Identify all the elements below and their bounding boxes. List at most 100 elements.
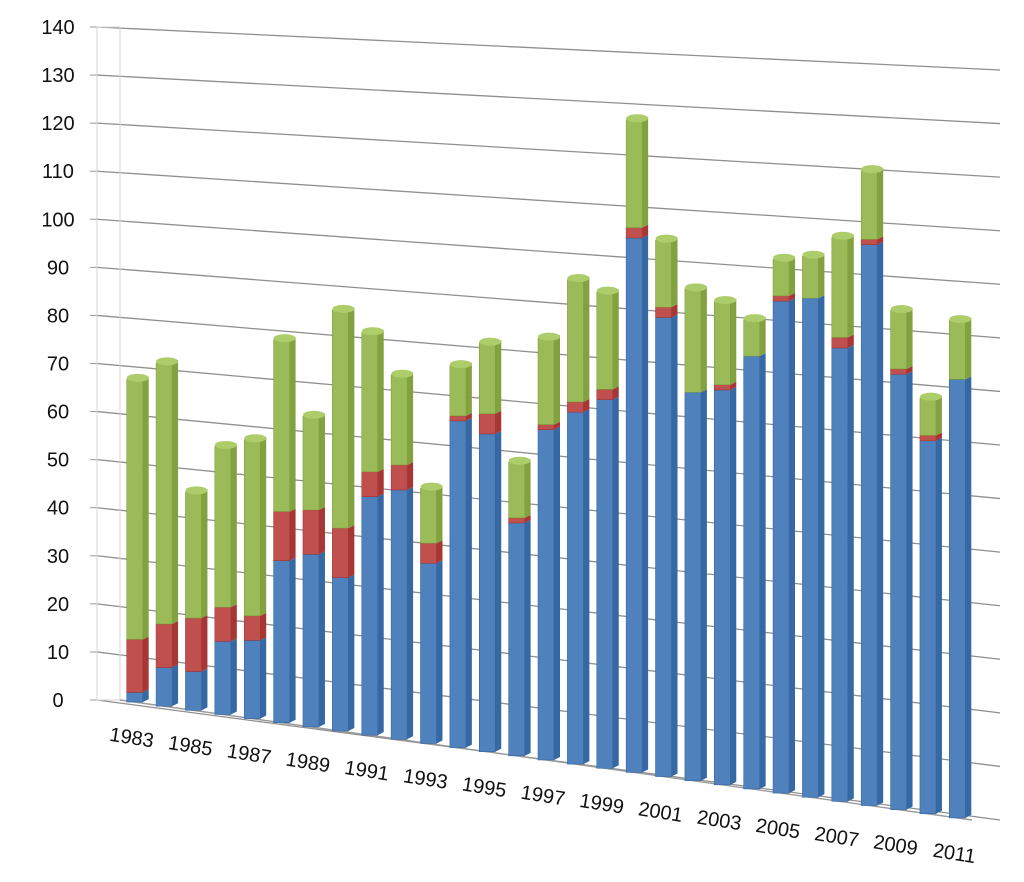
- bar-2005-series-3-side: [789, 256, 796, 296]
- bar-1994-series-2-side: [465, 412, 472, 421]
- bar-1991-series-1: [361, 496, 378, 736]
- bar-2008-series-3-side: [877, 167, 884, 240]
- bar-1984-series-3-side: [172, 359, 179, 625]
- bar-2008-series-2-side: [877, 236, 884, 245]
- bar-1986-series-3-side: [230, 443, 237, 608]
- bar-1992-series-1-side: [407, 486, 414, 740]
- bar-2001-series-3: [655, 239, 672, 308]
- bar-2002-series-3-side: [700, 285, 707, 393]
- bar-1993-series-1: [420, 562, 437, 744]
- bar-2005-cap: [773, 253, 796, 262]
- bar-1998-series-3: [567, 279, 584, 403]
- x-tick-label: 1991: [343, 757, 390, 786]
- bar-1984-series-1: [155, 667, 173, 707]
- bar-1989-series-1: [302, 554, 320, 728]
- bar-2011-series-3: [949, 320, 966, 380]
- bar-2004-series-1: [743, 355, 760, 790]
- bar-2001-series-1-side: [671, 314, 678, 777]
- bar-2001-series-3-side: [671, 237, 678, 308]
- bar-2001-cap: [655, 234, 678, 243]
- bar-1995-series-2: [478, 413, 496, 435]
- bar-2010-series-1: [919, 440, 937, 815]
- bar-2005-series-2: [772, 295, 790, 302]
- bar-1983-series-3-side: [142, 376, 149, 640]
- x-tick-label: 1993: [402, 765, 449, 794]
- bar-1999-series-1: [596, 399, 614, 769]
- bar-1993-series-2: [420, 542, 437, 564]
- bar-1995-series-3: [478, 342, 496, 415]
- bar-2009-series-3: [890, 310, 907, 370]
- bar-2006-series-3: [802, 255, 819, 299]
- bar-1997-series-3-side: [554, 335, 560, 425]
- bar-1998-series-3-side: [583, 276, 590, 402]
- bar-1992-cap: [391, 369, 414, 378]
- bar-1995-series-1: [478, 433, 496, 752]
- x-tick-label: 1989: [284, 749, 331, 778]
- bar-2006-cap: [802, 250, 825, 259]
- bar-1990-series-2: [332, 527, 349, 578]
- bar-1987-series-1: [243, 640, 261, 719]
- bar-1991-series-3-side: [377, 329, 384, 472]
- bar-2005-series-1: [772, 300, 790, 794]
- bar-2009-series-3-side: [906, 307, 913, 369]
- gridline: [96, 122, 1001, 178]
- bar-1993-series-3: [420, 487, 437, 544]
- bar-1995-series-3-side: [495, 340, 502, 414]
- bar-1991-series-2: [361, 471, 378, 497]
- x-tick-label: 1995: [460, 773, 507, 802]
- bar-2009-cap: [890, 305, 913, 314]
- bar-2002-series-1-side: [700, 389, 707, 781]
- bar-1984-series-2: [155, 623, 173, 668]
- bar-1990-series-1-side: [348, 574, 355, 732]
- bar-2001-series-2-side: [671, 304, 678, 318]
- bar-1995-series-2-side: [495, 410, 502, 434]
- x-tick-label: 2003: [696, 807, 743, 836]
- bar-1994-series-1-side: [465, 417, 472, 748]
- bar-1996-series-3-side: [524, 459, 531, 518]
- x-tick-label: 2011: [931, 840, 977, 868]
- bar-1984-series-3: [155, 362, 173, 625]
- bar-2005-series-3: [772, 258, 790, 297]
- bar-1988-series-3: [273, 339, 290, 512]
- bar-1999-series-2-side: [612, 386, 619, 400]
- bar-2007-series-2-side: [847, 334, 854, 349]
- bar-1997-series-1-side: [554, 426, 560, 760]
- bar-1988-cap: [273, 334, 296, 343]
- bar-1998-series-2: [567, 401, 584, 413]
- bar-1997-series-2-side: [554, 421, 560, 430]
- y-tick-label: 0: [52, 690, 63, 712]
- bar-1986-series-2: [214, 607, 232, 642]
- bar-1983-series-2-side: [142, 636, 149, 693]
- bar-2006-series-1-side: [818, 295, 825, 798]
- bar-1990-series-1: [332, 577, 349, 732]
- bar-1996-series-1: [508, 522, 525, 757]
- bar-1987-series-1-side: [260, 637, 267, 719]
- bar-1984-series-2-side: [172, 621, 179, 668]
- x-tick-label: 1983: [108, 724, 155, 753]
- bar-1996-series-3: [508, 461, 525, 519]
- bar-2002-series-1: [684, 392, 702, 781]
- bar-1984-series-1-side: [172, 664, 179, 707]
- bar-1998-cap: [567, 274, 590, 283]
- bar-1994-series-3-side: [465, 362, 472, 416]
- bar-2003-series-3: [714, 301, 731, 385]
- bar-1999-series-3-side: [612, 289, 619, 390]
- bar-1999-series-1-side: [612, 396, 619, 769]
- bar-2001-series-2: [655, 306, 672, 318]
- bar-1996-series-2: [508, 517, 525, 524]
- bar-1993-cap: [420, 482, 443, 491]
- bar-1987-series-2: [243, 615, 261, 641]
- bar-2003-series-2: [714, 384, 731, 391]
- x-tick-label: 2007: [813, 823, 860, 852]
- bar-1999-series-3: [596, 291, 614, 390]
- bar-1986-series-3: [214, 446, 232, 608]
- gridline: [96, 170, 1001, 232]
- y-tick-label: 70: [47, 354, 69, 376]
- bar-1987-cap: [244, 434, 267, 443]
- bar-2011-cap: [949, 315, 972, 324]
- bar-2008-series-1-side: [877, 241, 884, 806]
- x-tick-label: 1999: [578, 790, 625, 819]
- bar-2000-series-3: [625, 119, 643, 228]
- bar-2007-series-1: [831, 347, 849, 802]
